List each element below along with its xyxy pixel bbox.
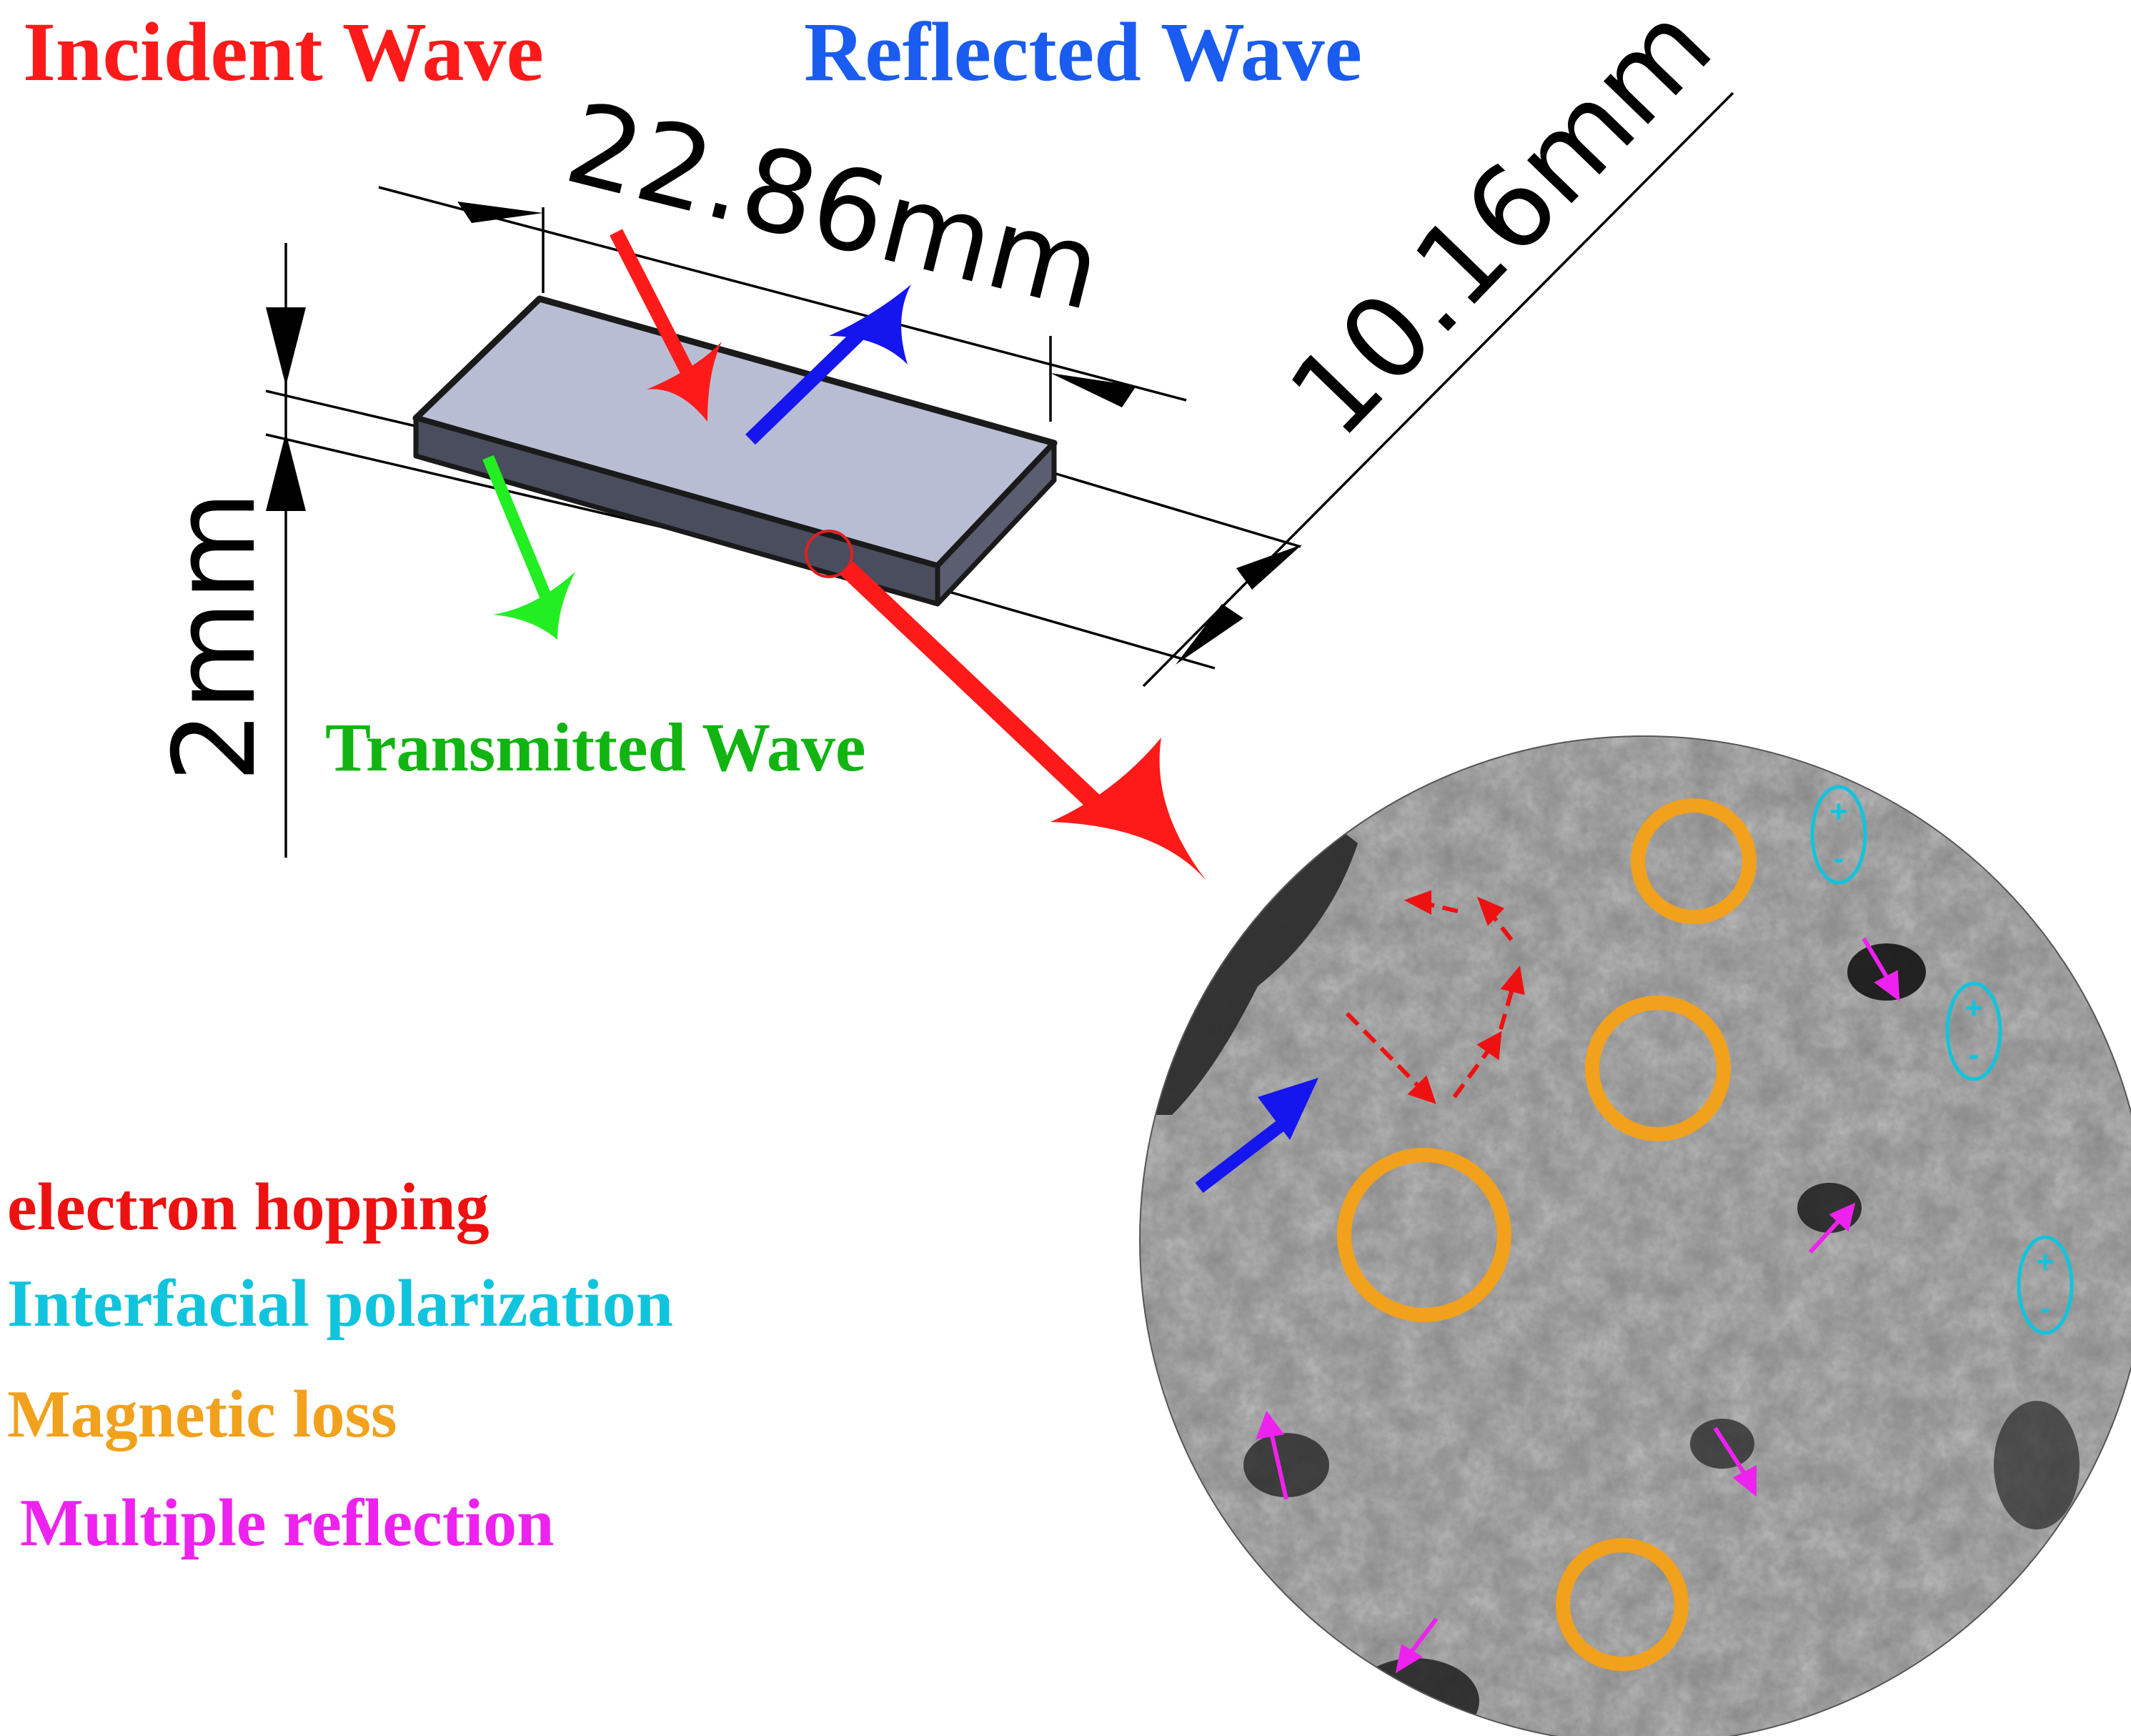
transmitted-arrow — [482, 455, 575, 640]
legend-item: Magnetic loss — [7, 1377, 397, 1452]
multiple-reflection-arrows — [1256, 937, 1900, 1674]
plus-sign: + — [1829, 794, 1848, 829]
sem-micrograph: + - + - + - — [1139, 735, 2131, 1736]
minus-sign: - — [1834, 840, 1844, 876]
transmitted-wave-label: Transmitted Wave — [325, 709, 865, 785]
polarization-ellipse: + - — [2017, 1235, 2074, 1335]
dimension-length-label: 22.86mm — [555, 77, 1113, 336]
magnetic-loss-circle — [1631, 798, 1757, 924]
legend: electron hopping Interfacial polarizatio… — [7, 1170, 673, 1560]
magnify-arrow — [840, 561, 1206, 881]
zoom-origin-circle — [805, 530, 853, 578]
polarization-ellipse: + - — [1810, 785, 1867, 885]
incident-wave-label: Incident Wave — [23, 5, 544, 99]
legend-item: Multiple reflection — [20, 1486, 554, 1560]
dimension-thickness-label: 2mm — [149, 491, 281, 783]
incident-arrow — [610, 229, 722, 422]
minus-sign: - — [2040, 1291, 2051, 1326]
legend-item: electron hopping — [7, 1170, 490, 1244]
minus-sign: - — [1969, 1037, 1980, 1072]
polarization-markers: + - + - + - — [1810, 785, 2074, 1335]
dimension-arrows — [266, 202, 1302, 665]
plus-sign: + — [2036, 1244, 2055, 1279]
sample-slab-side — [935, 440, 1057, 607]
magnetic-loss-circle — [1585, 996, 1731, 1141]
reflected-wave-label: Reflected Wave — [804, 5, 1362, 99]
magnetic-loss-markers — [1337, 798, 1757, 1671]
legend-item: Interfacial polarization — [7, 1266, 673, 1341]
electron-hopping-path — [1345, 890, 1525, 1104]
reflected-arrow — [745, 284, 911, 445]
sample-slab — [412, 295, 1058, 607]
magnetic-loss-circle — [1337, 1148, 1511, 1322]
magnetic-loss-circle — [1556, 1538, 1689, 1671]
plus-sign: + — [1964, 991, 1983, 1026]
sem-frame — [1139, 735, 2131, 1736]
polarization-ellipse: + - — [1945, 981, 2002, 1081]
sem-reflected-arrow — [1195, 1078, 1318, 1194]
